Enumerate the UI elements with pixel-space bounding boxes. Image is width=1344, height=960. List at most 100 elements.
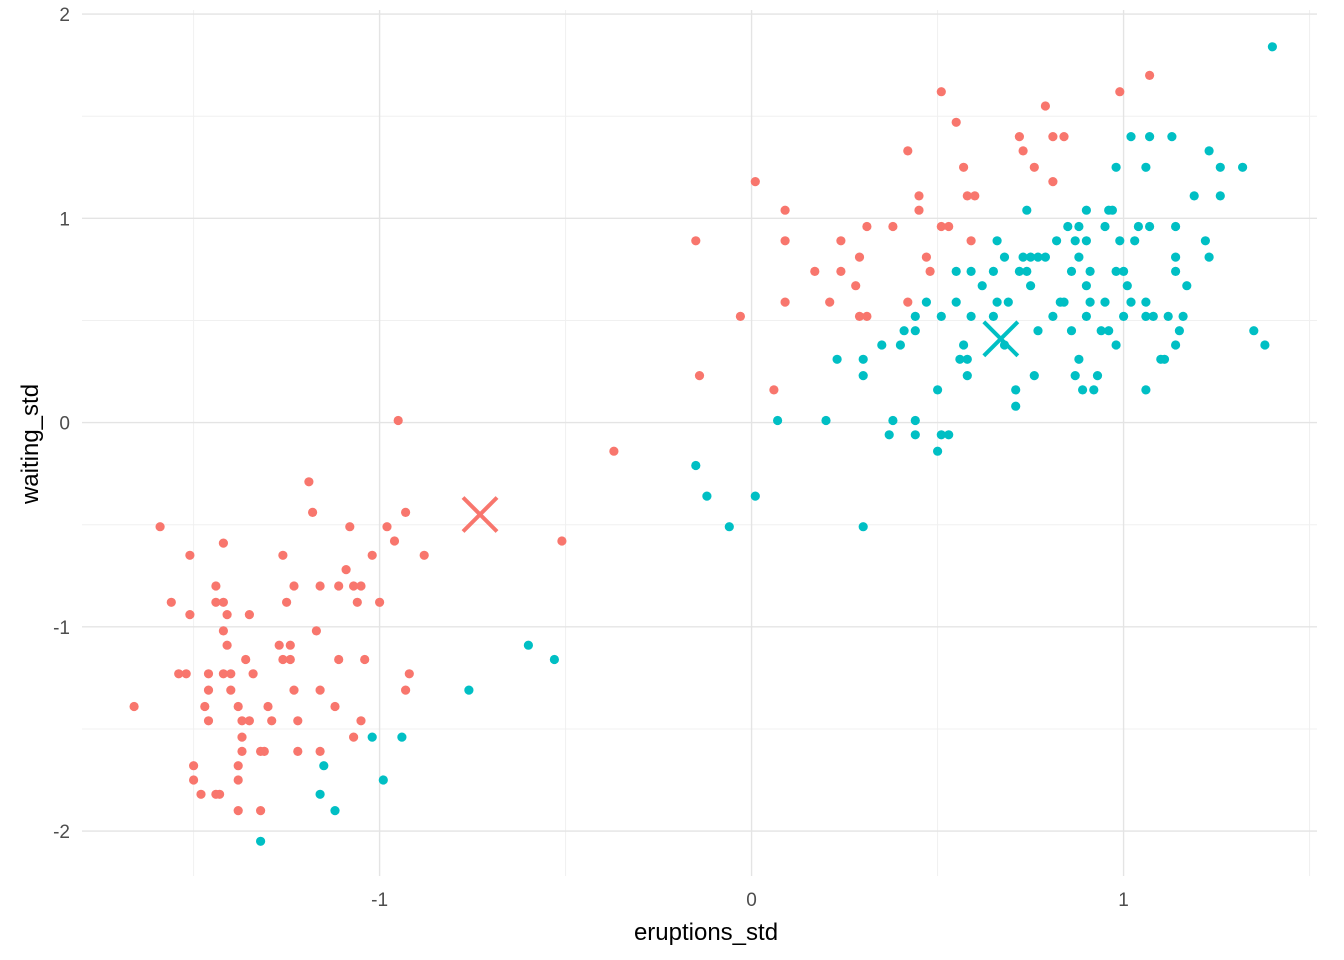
- data-point-red: [914, 205, 924, 215]
- data-point-teal: [397, 732, 407, 742]
- data-point-teal: [1174, 326, 1184, 336]
- data-point-teal: [1063, 221, 1073, 232]
- data-point-teal: [1126, 132, 1136, 142]
- data-point-red: [810, 266, 820, 276]
- data-point-teal: [1074, 354, 1084, 364]
- data-point-teal: [1204, 146, 1214, 156]
- data-point-red: [211, 581, 221, 591]
- data-point-red: [966, 236, 976, 246]
- centroid-marker-red: [461, 496, 499, 533]
- data-point-red: [278, 550, 288, 560]
- data-point-red: [181, 669, 191, 679]
- data-point-teal: [877, 340, 887, 350]
- data-point-red: [345, 522, 355, 532]
- data-point-teal: [921, 297, 932, 307]
- data-point-red: [1048, 177, 1058, 187]
- data-point-red: [334, 654, 344, 665]
- data-point-red: [419, 550, 429, 560]
- data-point-red: [836, 266, 846, 276]
- data-point-teal: [1026, 252, 1036, 262]
- data-point-red: [282, 597, 292, 607]
- data-point-red: [211, 597, 221, 607]
- data-point-red: [780, 236, 790, 246]
- data-point-teal: [1059, 297, 1069, 307]
- data-point-red: [244, 610, 254, 620]
- data-point-red: [226, 685, 236, 695]
- data-point-red: [185, 550, 195, 560]
- data-point-red: [367, 550, 377, 560]
- data-point-teal: [1171, 340, 1181, 350]
- x-tick-label: 1: [1118, 890, 1129, 911]
- data-point-red: [401, 685, 411, 695]
- data-point-teal: [936, 430, 946, 440]
- data-point-teal: [1204, 252, 1214, 262]
- data-point-red: [267, 716, 277, 726]
- data-point-teal: [1022, 205, 1032, 215]
- data-point-teal: [1238, 162, 1248, 172]
- data-point-teal: [1022, 266, 1032, 276]
- data-point-red: [921, 252, 932, 262]
- data-point-red: [315, 746, 325, 757]
- data-point-red: [274, 640, 284, 650]
- data-point-teal: [691, 460, 701, 471]
- data-point-teal: [1111, 266, 1121, 276]
- data-point-teal: [1200, 236, 1210, 246]
- data-point-red: [382, 522, 392, 532]
- data-point-teal: [1092, 371, 1103, 381]
- data-point-red: [233, 761, 243, 771]
- data-point-teal: [1167, 132, 1177, 142]
- data-point-red: [349, 581, 359, 591]
- data-point-teal: [464, 685, 474, 695]
- data-point-teal: [773, 415, 783, 426]
- data-point-red: [237, 746, 247, 757]
- data-point-teal: [1029, 371, 1039, 381]
- data-point-red: [925, 266, 935, 276]
- data-point-teal: [1171, 221, 1181, 232]
- data-point-red: [285, 654, 295, 665]
- data-point-teal: [992, 236, 1002, 246]
- data-point-teal: [1133, 221, 1143, 232]
- centroid-marker-teal: [982, 320, 1020, 358]
- data-point-teal: [966, 266, 976, 276]
- data-point-red: [1040, 101, 1050, 111]
- data-point-red: [218, 669, 228, 679]
- data-point-red: [203, 685, 214, 695]
- data-point-teal: [1014, 266, 1024, 276]
- data-point-red: [1145, 70, 1155, 80]
- data-point-teal: [1145, 132, 1155, 142]
- data-point-red: [557, 536, 567, 546]
- data-point-teal: [1100, 221, 1110, 232]
- data-point-red: [951, 117, 961, 127]
- data-point-red: [233, 701, 243, 712]
- data-point-red: [155, 522, 165, 532]
- data-point-red: [851, 281, 861, 291]
- data-point-red: [780, 297, 790, 307]
- data-point-teal: [1141, 297, 1151, 307]
- data-point-teal: [1018, 252, 1028, 262]
- data-point-red: [914, 191, 924, 201]
- data-point-red: [375, 597, 385, 607]
- data-point-red: [330, 701, 340, 712]
- data-point-teal: [1122, 281, 1132, 291]
- data-point-red: [750, 177, 760, 187]
- data-point-red: [962, 191, 972, 201]
- data-point-teal: [821, 415, 831, 426]
- data-point-teal: [1074, 252, 1084, 262]
- data-point-red: [226, 669, 236, 679]
- data-point-teal: [888, 415, 898, 426]
- x-axis-title: eruptions_std: [634, 919, 778, 946]
- data-point-red: [233, 806, 243, 816]
- data-point-red: [203, 669, 214, 679]
- data-point-teal: [1048, 311, 1058, 321]
- data-point-teal: [1070, 236, 1080, 246]
- data-point-teal: [933, 385, 943, 395]
- data-point-teal: [1159, 354, 1170, 364]
- data-point-red: [352, 597, 362, 607]
- data-point-red: [256, 806, 266, 816]
- data-point-red: [285, 640, 295, 650]
- x-axis-ticks: -1 0 1: [371, 890, 1129, 911]
- data-point-teal: [1040, 252, 1050, 262]
- y-tick-label: 2: [59, 5, 70, 26]
- data-point-red: [360, 654, 370, 665]
- data-point-teal: [884, 430, 894, 440]
